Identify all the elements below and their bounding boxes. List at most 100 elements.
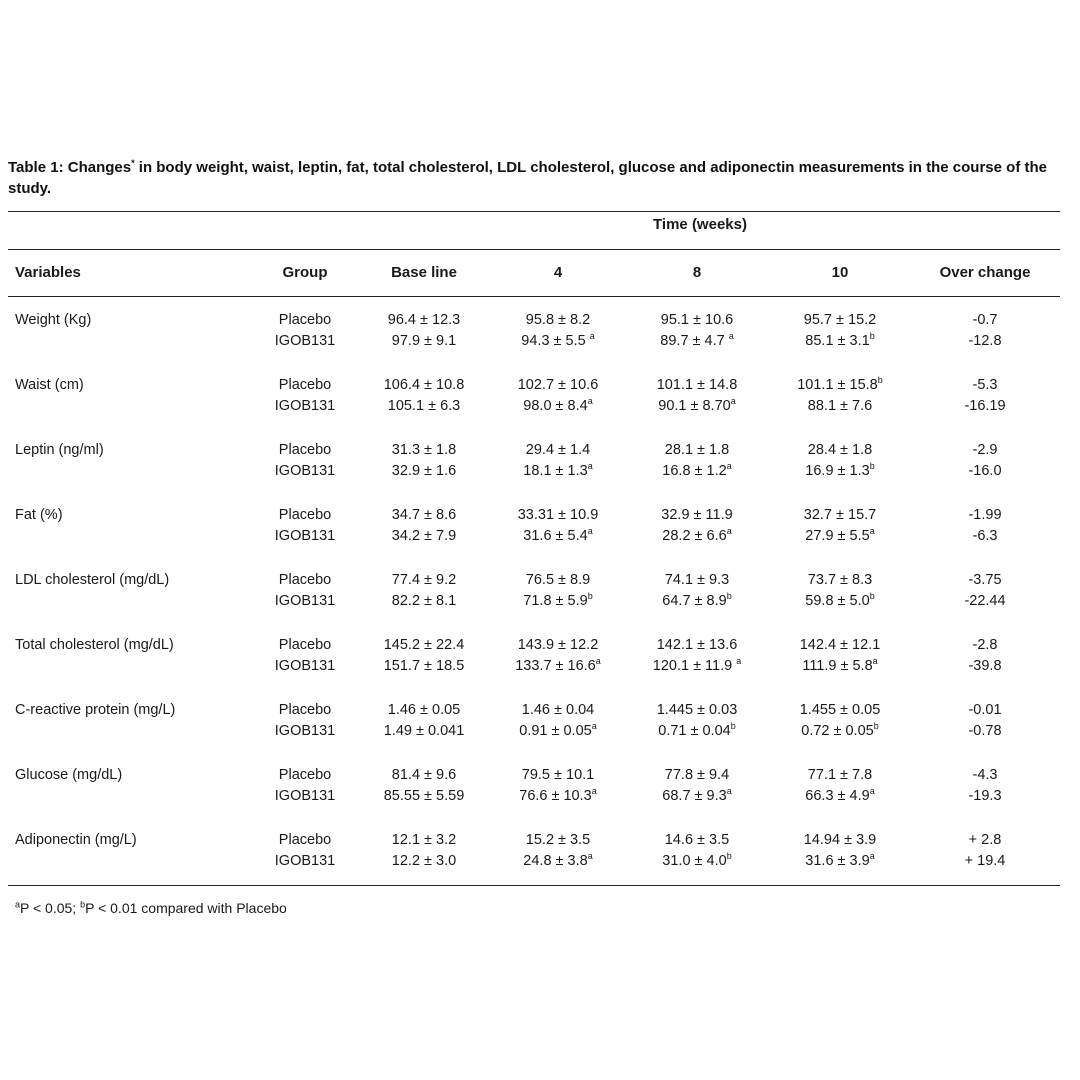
group-cell-value: Placebo bbox=[278, 637, 332, 653]
group-cell: IGOB131 bbox=[255, 851, 355, 871]
baseline-cell-value: 151.7 ± 18.5 bbox=[383, 658, 465, 674]
week4-cell-value: 18.1 ± 1.3 bbox=[523, 463, 588, 479]
group-cell-value: IGOB131 bbox=[274, 788, 336, 804]
week8-cell: 142.1 ± 13.6 bbox=[637, 635, 757, 655]
group-cell: IGOB131 bbox=[255, 526, 355, 546]
week4-cell-value: 143.9 ± 12.2 bbox=[517, 637, 599, 653]
week10-cell: 88.1 ± 7.6 bbox=[780, 396, 900, 416]
group-cell: Placebo bbox=[255, 635, 355, 655]
week10-cell: 85.1 ± 3.1b bbox=[780, 331, 900, 351]
over-change-cell-value: -6.3 bbox=[972, 528, 998, 544]
over-change-cell: -2.8 bbox=[920, 635, 1050, 655]
week4-cell-value: 24.8 ± 3.8 bbox=[523, 853, 588, 869]
table-footnote: aP < 0.05; bP < 0.01 compared with Place… bbox=[15, 900, 287, 916]
over-change-cell: -39.8 bbox=[920, 656, 1050, 676]
week10-cell-value: 101.1 ± 15.8 bbox=[797, 377, 878, 393]
baseline-cell: 151.7 ± 18.5 bbox=[364, 656, 484, 676]
caption-text-after-mark: in body weight, waist, leptin, fat, tota… bbox=[8, 159, 1047, 197]
week8-cell-value: 68.7 ± 9.3 bbox=[662, 788, 727, 804]
baseline-cell: 82.2 ± 8.1 bbox=[364, 591, 484, 611]
week8-cell-value: 28.1 ± 1.8 bbox=[664, 442, 730, 458]
significance-mark: a bbox=[589, 331, 595, 342]
col-header-week8: 8 bbox=[692, 264, 702, 281]
baseline-cell-value: 81.4 ± 9.6 bbox=[391, 767, 457, 783]
caption-mark: * bbox=[131, 158, 135, 168]
baseline-cell-value: 1.49 ± 0.041 bbox=[383, 723, 465, 739]
footnote-mark-b: b bbox=[80, 899, 86, 910]
over-change-cell-value: -0.01 bbox=[968, 702, 1002, 718]
group-cell-value: IGOB131 bbox=[274, 593, 336, 609]
week8-cell: 101.1 ± 14.8 bbox=[637, 375, 757, 395]
week10-cell: 16.9 ± 1.3b bbox=[780, 461, 900, 481]
week8-cell: 120.1 ± 11.9 a bbox=[637, 656, 757, 676]
baseline-cell: 12.1 ± 3.2 bbox=[364, 830, 484, 850]
week4-cell: 0.91 ± 0.05a bbox=[498, 721, 618, 741]
baseline-cell: 106.4 ± 10.8 bbox=[364, 375, 484, 395]
week4-cell: 33.31 ± 10.9 bbox=[498, 505, 618, 525]
group-cell: IGOB131 bbox=[255, 396, 355, 416]
over-change-cell-value: + 2.8 bbox=[968, 832, 1002, 848]
week8-cell-value: 1.445 ± 0.03 bbox=[656, 702, 738, 718]
week4-cell: 15.2 ± 3.5 bbox=[498, 830, 618, 850]
variable-label: LDL cholesterol (mg/dL) bbox=[15, 572, 170, 588]
significance-mark: a bbox=[595, 656, 601, 667]
week8-cell: 68.7 ± 9.3a bbox=[637, 786, 757, 806]
week4-cell: 18.1 ± 1.3a bbox=[498, 461, 618, 481]
table-caption: Table 1: Changes* in body weight, waist,… bbox=[8, 157, 1068, 199]
baseline-cell-value: 1.46 ± 0.05 bbox=[387, 702, 461, 718]
week8-cell-value: 14.6 ± 3.5 bbox=[664, 832, 730, 848]
week4-cell: 79.5 ± 10.1 bbox=[498, 765, 618, 785]
week8-cell: 90.1 ± 8.70a bbox=[637, 396, 757, 416]
bottom-rule bbox=[8, 885, 1060, 886]
week10-cell-value: 14.94 ± 3.9 bbox=[803, 832, 877, 848]
week8-cell: 95.1 ± 10.6 bbox=[637, 310, 757, 330]
week8-cell-value: 28.2 ± 6.6 bbox=[662, 528, 727, 544]
week4-cell: 143.9 ± 12.2 bbox=[498, 635, 618, 655]
week10-cell-value: 66.3 ± 4.9 bbox=[805, 788, 870, 804]
group-cell-value: IGOB131 bbox=[274, 463, 336, 479]
week4-cell: 29.4 ± 1.4 bbox=[498, 440, 618, 460]
week4-cell-value: 79.5 ± 10.1 bbox=[521, 767, 595, 783]
group-cell-value: IGOB131 bbox=[274, 853, 336, 869]
over-change-cell: -5.3 bbox=[920, 375, 1050, 395]
week10-cell: 142.4 ± 12.1 bbox=[780, 635, 900, 655]
week8-cell-value: 16.8 ± 1.2 bbox=[662, 463, 727, 479]
week10-cell-value: 27.9 ± 5.5 bbox=[805, 528, 870, 544]
col-header-variables: Variables bbox=[15, 264, 81, 281]
week8-cell-value: 64.7 ± 8.9 bbox=[662, 593, 727, 609]
baseline-cell: 1.49 ± 0.041 bbox=[364, 721, 484, 741]
week10-cell: 0.72 ± 0.05b bbox=[780, 721, 900, 741]
week4-cell: 133.7 ± 16.6a bbox=[498, 656, 618, 676]
baseline-cell: 97.9 ± 9.1 bbox=[364, 331, 484, 351]
over-change-cell: -6.3 bbox=[920, 526, 1050, 546]
week8-cell-value: 0.71 ± 0.04 bbox=[658, 723, 731, 739]
group-cell: IGOB131 bbox=[255, 461, 355, 481]
week10-cell: 28.4 ± 1.8 bbox=[780, 440, 900, 460]
over-change-cell-value: -2.9 bbox=[972, 442, 998, 458]
group-cell-value: IGOB131 bbox=[274, 333, 336, 349]
week10-cell: 31.6 ± 3.9a bbox=[780, 851, 900, 871]
top-rule bbox=[8, 211, 1060, 212]
significance-mark: a bbox=[869, 526, 875, 537]
week4-cell-value: 0.91 ± 0.05 bbox=[519, 723, 592, 739]
baseline-cell: 96.4 ± 12.3 bbox=[364, 310, 484, 330]
over-change-cell: -0.01 bbox=[920, 700, 1050, 720]
baseline-cell-value: 12.1 ± 3.2 bbox=[391, 832, 457, 848]
over-change-cell: + 2.8 bbox=[920, 830, 1050, 850]
week8-cell-value: 101.1 ± 14.8 bbox=[656, 377, 738, 393]
significance-mark: b bbox=[873, 721, 879, 732]
group-cell-value: Placebo bbox=[278, 377, 332, 393]
time-weeks-header: Time (weeks) bbox=[653, 216, 747, 233]
baseline-cell: 77.4 ± 9.2 bbox=[364, 570, 484, 590]
week4-cell-value: 71.8 ± 5.9 bbox=[523, 593, 588, 609]
significance-mark: a bbox=[869, 851, 875, 862]
week4-cell: 31.6 ± 5.4a bbox=[498, 526, 618, 546]
week10-cell: 101.1 ± 15.8b bbox=[780, 375, 900, 395]
week4-cell: 94.3 ± 5.5 a bbox=[498, 331, 618, 351]
over-change-cell: + 19.4 bbox=[920, 851, 1050, 871]
variable-label: Glucose (mg/dL) bbox=[15, 767, 123, 783]
group-cell: IGOB131 bbox=[255, 786, 355, 806]
col-header-baseline: Base line bbox=[391, 264, 457, 281]
week10-cell-value: 142.4 ± 12.1 bbox=[799, 637, 881, 653]
col-header-over-change: Over change bbox=[939, 264, 1031, 281]
